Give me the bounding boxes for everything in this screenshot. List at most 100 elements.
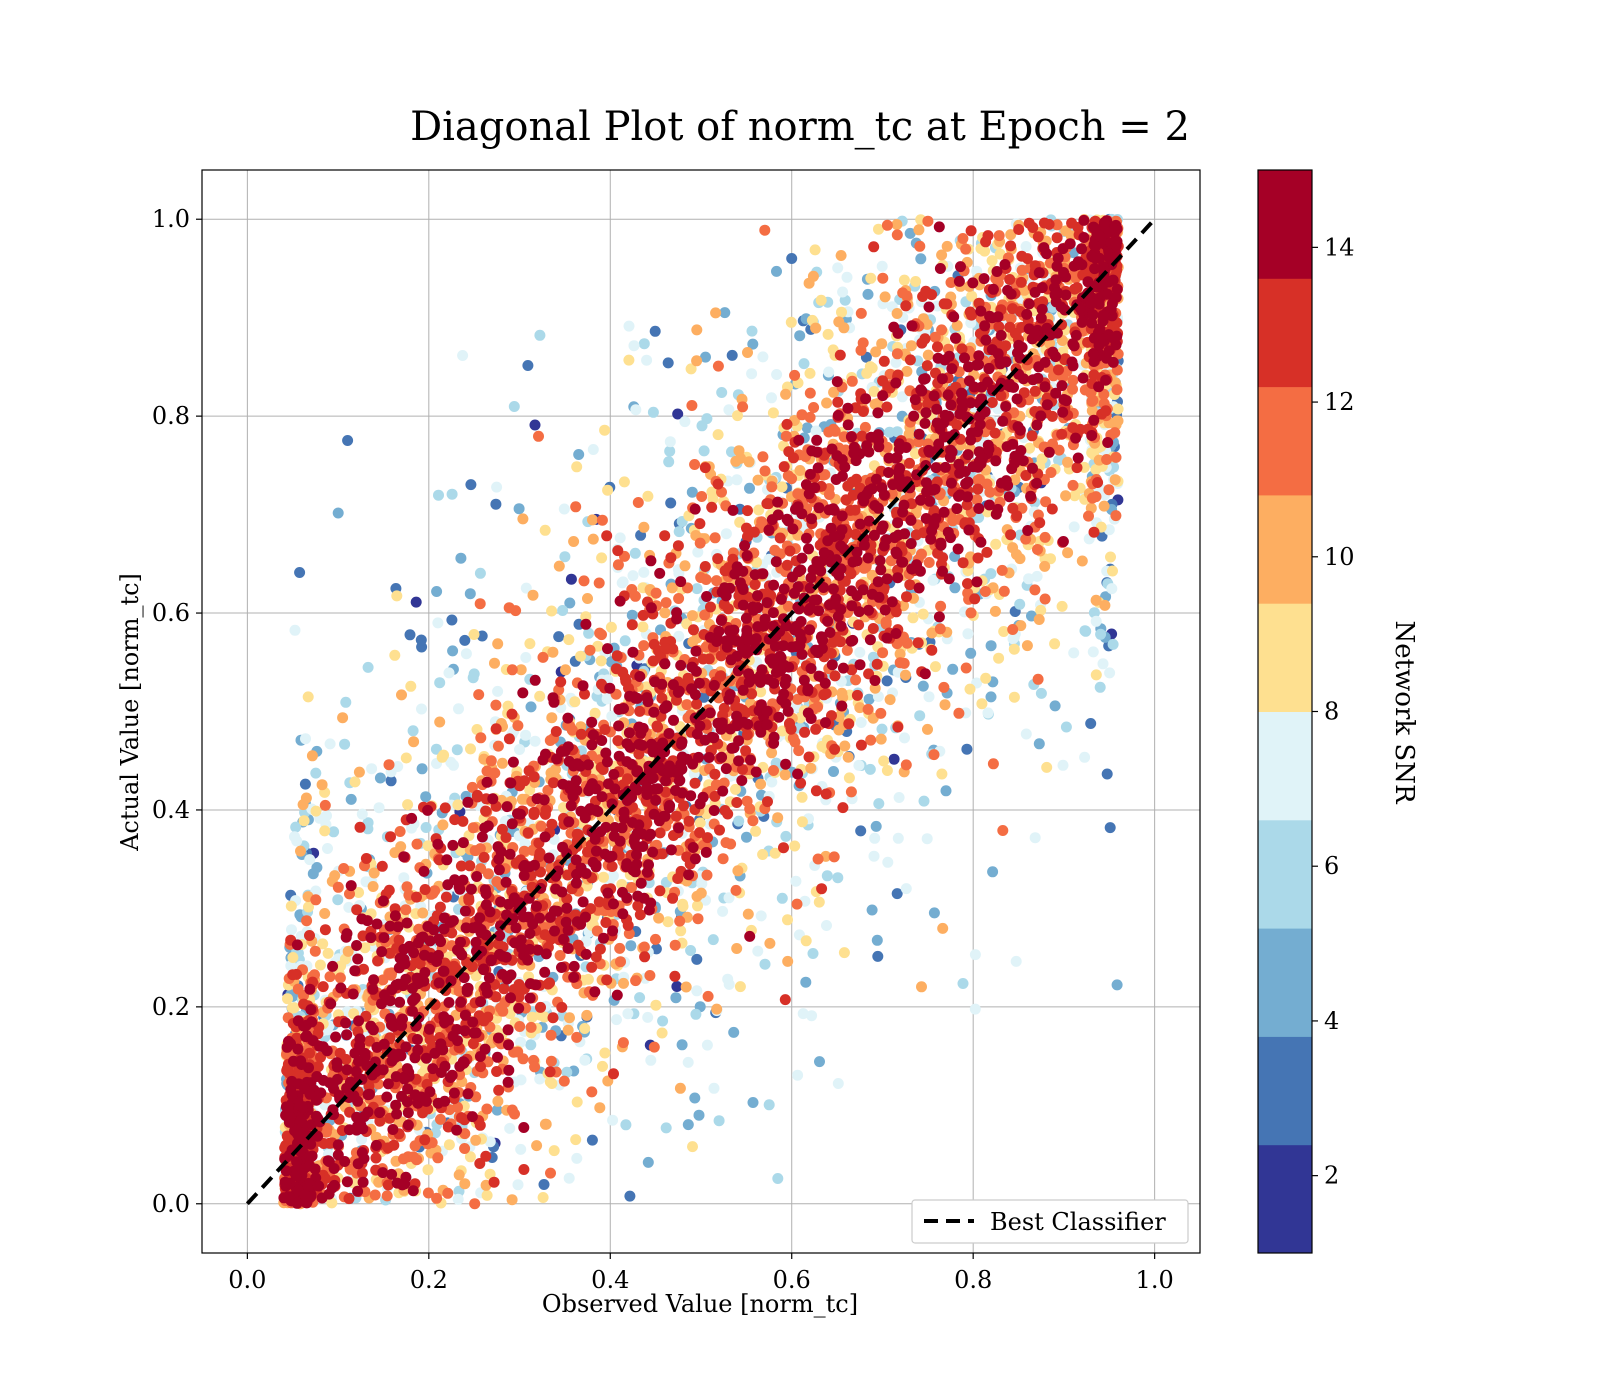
scatter-point [879, 291, 891, 303]
scatter-point [616, 879, 628, 890]
scatter-point [934, 623, 946, 635]
scatter-point [742, 347, 753, 358]
scatter-point [834, 349, 846, 361]
scatter-point [1062, 456, 1073, 468]
plot-area: 0.0 0.2 0.4 0.6 0.8 1.0 0.00.20.40.60.81.0 [152, 169, 1201, 1294]
scatter-point [804, 367, 816, 379]
scatter-point [594, 1102, 606, 1114]
scatter-point [1033, 738, 1045, 750]
scatter-point [700, 574, 712, 585]
scatter-point [807, 948, 819, 959]
scatter-point [685, 363, 697, 375]
scatter-point [769, 847, 781, 859]
scatter-point [882, 856, 894, 868]
scatter-point [623, 320, 635, 332]
scatter-point [569, 696, 581, 708]
scatter-point [489, 657, 500, 669]
scatter-point [595, 655, 607, 667]
scatter-point [381, 1190, 393, 1202]
scatter-point [550, 764, 561, 776]
scatter-point [596, 514, 608, 526]
scatter-point [1039, 593, 1051, 605]
scatter-point [723, 978, 735, 990]
scatter-point [1057, 759, 1069, 771]
scatter-point [294, 567, 306, 578]
scatter-point [616, 577, 628, 589]
scatter-point [823, 489, 835, 500]
scatter-point [334, 972, 346, 984]
scatter-point [606, 710, 618, 722]
scatter-point [664, 445, 676, 457]
scatter-point [694, 817, 706, 829]
scatter-point [433, 489, 444, 501]
scatter-point [984, 486, 996, 498]
scatter-point [415, 634, 427, 646]
scatter-point [602, 484, 614, 496]
scatter-point [1041, 761, 1053, 773]
scatter-point [648, 1041, 660, 1053]
scatter-point [514, 1021, 526, 1032]
scatter-point [422, 1164, 434, 1176]
scatter-point [472, 791, 483, 803]
scatter-point [560, 664, 571, 676]
scatter-point [690, 1008, 702, 1020]
scatter-point [957, 978, 969, 989]
scatter-point [342, 945, 354, 957]
scatter-point [836, 687, 848, 699]
scatter-point [866, 362, 878, 374]
scatter-point [828, 423, 839, 435]
scatter-point [638, 338, 650, 350]
scatter-point [871, 934, 883, 946]
scatter-point [904, 457, 915, 469]
scatter-point [534, 690, 546, 702]
scatter-point [558, 1075, 570, 1087]
scatter-point [1049, 638, 1061, 650]
scatter-point [1020, 241, 1032, 252]
scatter-point [712, 360, 724, 372]
scatter-point [900, 883, 912, 895]
scatter-point [354, 821, 366, 833]
scatter-point [982, 707, 994, 719]
scatter-point [571, 1096, 583, 1108]
scatter-point [748, 526, 760, 538]
scatter-point [329, 870, 341, 882]
scatter-point [896, 391, 908, 403]
scatter-point [1088, 607, 1100, 619]
scatter-point [855, 739, 867, 751]
scatter-point [776, 892, 788, 904]
scatter-point [857, 337, 869, 349]
scatter-point [1034, 517, 1046, 529]
scatter-point [647, 406, 659, 418]
scatter-point [568, 536, 580, 547]
scatter-point [877, 647, 889, 659]
scatter-point [1111, 979, 1123, 991]
scatter-point [1079, 625, 1091, 637]
scatter-point [936, 249, 948, 261]
scatter-point [750, 825, 762, 837]
scatter-point [749, 579, 761, 590]
scatter-point [287, 952, 299, 963]
scatter-point [1032, 673, 1044, 685]
scatter-point [951, 320, 963, 331]
scatter-point [914, 710, 926, 722]
scatter-point [900, 669, 911, 681]
scatter-point [772, 1173, 784, 1184]
scatter-point [349, 776, 361, 788]
scatter-point [671, 981, 683, 992]
scatter-point [669, 939, 681, 951]
scatter-point [1104, 822, 1116, 834]
scatter-point [813, 896, 825, 908]
scatter-point [650, 587, 662, 599]
scatter-point [737, 401, 749, 413]
scatter-point [998, 626, 1010, 637]
scatter-point [490, 699, 502, 711]
scatter-point [1076, 555, 1088, 567]
scatter-point [289, 624, 301, 636]
scatter-point [800, 976, 812, 988]
scatter-point [1031, 570, 1043, 582]
scatter-point [620, 1119, 632, 1131]
scatter-point [1097, 658, 1109, 670]
scatter-point [1049, 700, 1061, 712]
scatter-point [548, 1145, 560, 1157]
scatter-point [321, 810, 332, 822]
